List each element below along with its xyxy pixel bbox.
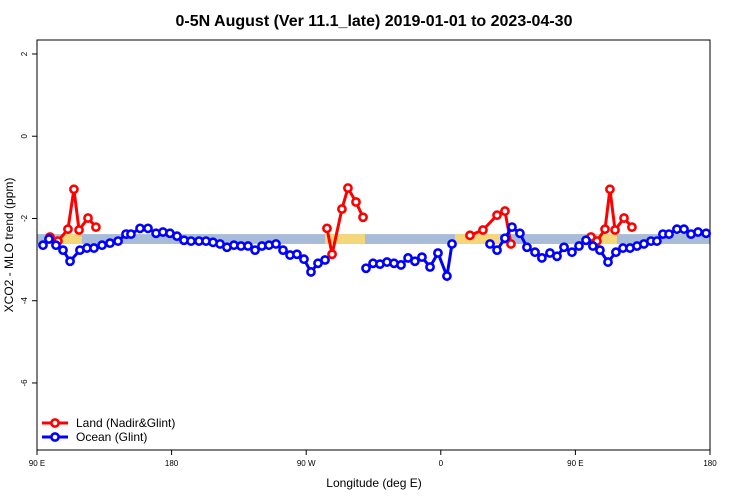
x-tick-label: 180 <box>703 459 717 468</box>
data-point <box>63 224 73 235</box>
data-point <box>507 222 517 233</box>
data-point <box>97 240 107 251</box>
data-point <box>559 242 569 253</box>
data-point <box>652 236 662 246</box>
data-point <box>271 239 281 249</box>
data-point <box>69 184 79 195</box>
data-point <box>250 245 260 256</box>
data-point <box>485 239 495 249</box>
data-point <box>243 241 253 251</box>
data-point <box>51 240 61 251</box>
data-point <box>587 241 598 251</box>
data-point <box>292 249 302 260</box>
legend-marker <box>50 418 60 428</box>
data-point <box>327 249 337 260</box>
data-point <box>343 183 353 193</box>
data-point <box>500 233 510 244</box>
data-point <box>506 239 516 249</box>
plot-frame <box>36 39 711 451</box>
band <box>37 234 710 244</box>
chart-title: 0-5N August (Ver 11.1_late) 2019-01-01 t… <box>176 13 573 30</box>
data-point <box>105 238 115 249</box>
data-point <box>337 204 347 214</box>
band <box>596 234 617 244</box>
data-point <box>322 223 332 234</box>
data-point <box>396 260 406 270</box>
y-tick-label: 2 <box>20 51 29 56</box>
data-point <box>605 184 615 195</box>
data-point <box>135 223 145 234</box>
legend-label: Land (Nadir&Glint) <box>76 416 175 430</box>
data-point <box>83 213 93 223</box>
data-point <box>320 255 330 265</box>
x-tick-label: 180 <box>165 459 179 468</box>
band <box>455 234 501 244</box>
data-point <box>478 225 488 235</box>
data-point <box>410 256 420 267</box>
data-point <box>627 222 637 233</box>
data-point <box>91 222 101 233</box>
data-point <box>492 210 502 221</box>
data-point <box>603 257 613 267</box>
data-point <box>447 239 457 249</box>
data-point <box>361 263 371 274</box>
data-point <box>74 225 84 235</box>
data-point <box>552 251 562 262</box>
band <box>325 234 365 244</box>
legend-label: Ocean (Glint) <box>76 430 147 444</box>
data-point <box>600 224 610 235</box>
x-tick-label: 90 E <box>567 459 583 468</box>
y-tick-label: 0 <box>20 133 29 138</box>
legend-marker <box>50 432 60 442</box>
data-point <box>425 262 435 272</box>
data-point <box>44 234 54 244</box>
data-point <box>581 235 591 246</box>
data-point <box>306 267 316 277</box>
data-point <box>664 229 674 240</box>
data-point <box>358 212 368 223</box>
data-point <box>442 271 452 281</box>
data-point <box>299 254 309 265</box>
data-point <box>536 253 547 263</box>
data-point <box>574 241 584 251</box>
data-point <box>701 228 712 239</box>
data-point <box>172 231 182 242</box>
data-point <box>126 229 136 240</box>
y-tick-label: -2 <box>20 214 29 222</box>
data-point <box>58 245 68 256</box>
data-point <box>610 225 620 235</box>
data-point <box>595 245 605 256</box>
x-tick-label: 90 E <box>29 459 45 468</box>
data-point <box>465 230 475 241</box>
data-point <box>38 240 48 251</box>
data-point <box>522 242 532 253</box>
data-point <box>619 213 629 223</box>
data-point <box>278 245 288 256</box>
data-point <box>433 248 443 258</box>
data-point <box>417 252 427 263</box>
x-tick-label: 0 <box>439 459 444 468</box>
data-point <box>515 228 525 239</box>
data-point <box>143 223 153 234</box>
data-point <box>679 224 689 235</box>
data-point <box>567 247 577 258</box>
data-point <box>113 236 123 246</box>
x-axis-label: Longitude (deg E) <box>326 476 421 490</box>
data-point <box>693 227 703 237</box>
data-point <box>530 247 540 258</box>
y-tick-label: -6 <box>20 379 29 387</box>
data-point <box>500 206 510 216</box>
data-point <box>186 236 196 246</box>
data-point <box>65 256 75 267</box>
data-point <box>89 243 99 253</box>
data-point <box>351 197 361 207</box>
series-line <box>49 184 634 255</box>
data-point <box>492 245 502 256</box>
y-tick-label: -4 <box>20 297 29 305</box>
y-axis-label: XCO2 - MLO trend (ppm) <box>2 178 16 313</box>
band <box>61 234 83 244</box>
data-point <box>611 247 621 258</box>
x-tick-label: 90 W <box>297 459 316 468</box>
